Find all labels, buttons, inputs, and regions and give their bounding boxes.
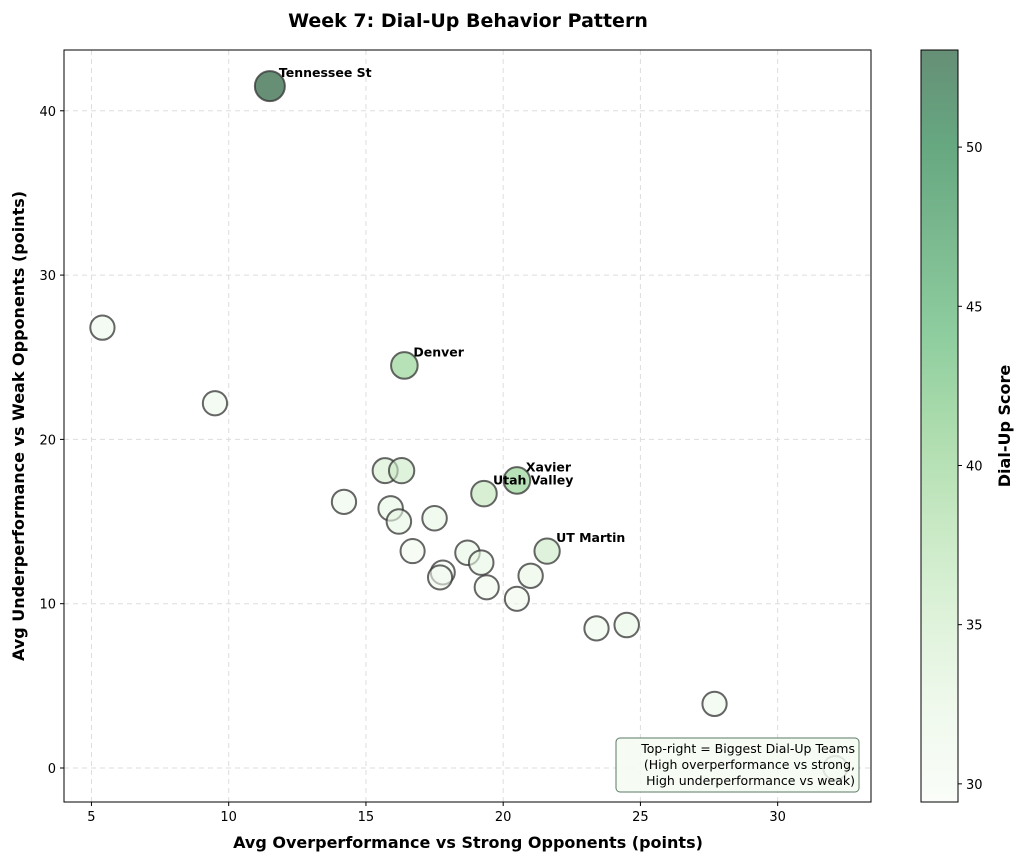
data-point: [613, 611, 640, 639]
colorbar: 30 35 40 45 50 Dial-Up Score: [920, 49, 1014, 803]
grid: [64, 50, 871, 802]
y-tick-label: 20: [39, 433, 56, 448]
y-tick-label: 40: [39, 105, 56, 120]
points: [89, 70, 849, 781]
point-label: Tennessee St: [279, 65, 372, 80]
point-label: Xavier: [526, 459, 572, 474]
data-point: [201, 390, 229, 417]
data-point: [701, 690, 728, 718]
colorbar-tick-label: 40: [966, 459, 983, 474]
data-point: [517, 562, 544, 589]
data-point: [470, 479, 498, 508]
annotation-text: Top-right = Biggest Dial-Up Teams (High o…: [640, 741, 855, 788]
data-point: [426, 564, 454, 591]
data-point: [330, 488, 358, 515]
point-label: UT Martin: [556, 530, 625, 545]
plot-frame: [63, 49, 872, 803]
x-tick-label: 25: [632, 810, 649, 825]
colorbar-tick-label: 50: [966, 141, 983, 156]
data-point: [399, 538, 426, 565]
data-point: [503, 585, 530, 612]
annotation-box: Top-right = Biggest Dial-Up Teams (High o…: [615, 737, 860, 793]
point-label: Denver: [413, 344, 464, 359]
x-tick-label: 15: [358, 810, 375, 825]
x-tick-label: 20: [495, 810, 512, 825]
data-point: [502, 466, 532, 495]
point-label: Utah Valley: [493, 473, 573, 488]
y-tick-label: 10: [39, 598, 56, 613]
annotation-line: (High overperformance vs strong,: [644, 757, 855, 772]
axis-ticks: 5 10 15 20 25 30 0 10 20 30 40: [39, 105, 785, 825]
data-point: [421, 504, 448, 532]
colorbar-tick-label: 35: [966, 619, 983, 634]
x-tick-label: 30: [769, 810, 786, 825]
data-point: [385, 508, 413, 535]
data-point: [473, 574, 500, 601]
annotation-line: Top-right = Biggest Dial-Up Teams: [640, 741, 855, 756]
x-tick-label: 10: [220, 810, 237, 825]
colorbar-tick-label: 45: [966, 300, 983, 315]
data-point: [390, 351, 419, 380]
annotation-line: High underperformance vs weak): [642, 773, 855, 788]
data-point: [583, 615, 610, 642]
data-point: [89, 314, 116, 341]
y-tick-label: 0: [48, 762, 56, 777]
data-point: [387, 456, 416, 485]
y-tick-label: 30: [39, 269, 56, 284]
data-point: [533, 537, 561, 565]
colorbar-label: Dial-Up Score: [995, 365, 1014, 488]
y-axis-label: Avg Underperformance vs Weak Opponents (…: [9, 191, 28, 661]
chart-title: Week 7: Dial-Up Behavior Pattern: [288, 10, 648, 32]
data-point: [467, 549, 495, 576]
x-axis-label: Avg Overperformance vs Strong Opponents …: [233, 833, 703, 852]
colorbar-tick-label: 30: [966, 778, 983, 793]
x-tick-label: 5: [87, 810, 95, 825]
data-point: [253, 70, 286, 103]
